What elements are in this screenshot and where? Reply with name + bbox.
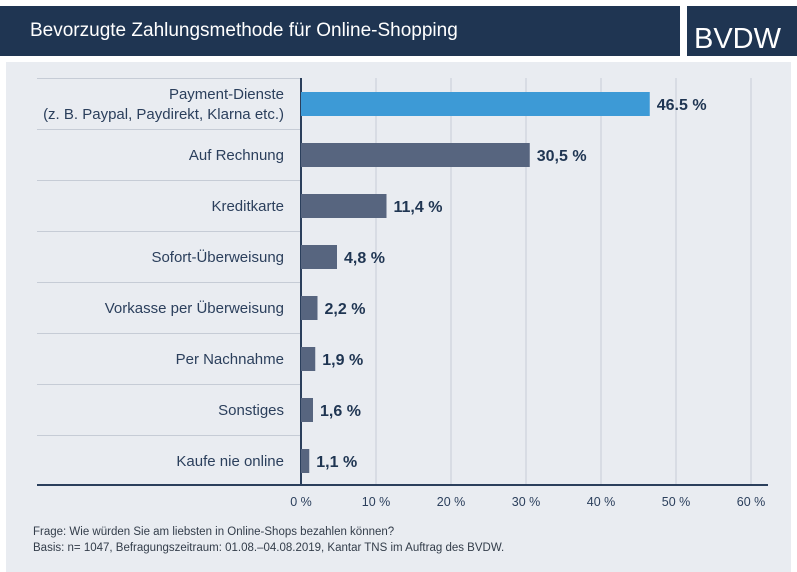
category-label: Per Nachnahme [176,351,284,368]
category-label: Vorkasse per Überweisung [105,299,284,317]
value-label: 2,2 % [325,301,366,318]
bar [301,449,310,473]
bvdw-logo: BVDW [694,23,781,55]
value-label: 4,8 % [344,250,385,267]
footnote-question: Frage: Wie würden Sie am liebsten in Onl… [33,526,395,538]
category-label: Sonstiges [218,402,284,419]
value-label: 30,5 % [537,148,587,165]
header-bar [0,6,680,56]
value-label: 1,1 % [316,454,357,471]
category-label: Auf Rechnung [189,147,284,164]
category-label: Kreditkarte [211,198,284,215]
chart-title: Bevorzugte Zahlungsmethode für Online-Sh… [30,20,458,41]
x-tick-label: 30 % [512,495,541,509]
x-tick-label: 50 % [662,495,691,509]
bar [301,245,337,269]
bar [301,347,316,371]
x-tick-label: 20 % [437,495,466,509]
bar [301,194,387,218]
value-label: 46.5 % [657,97,707,114]
category-label: Payment-Dienste [169,86,284,103]
x-tick-label: 10 % [362,495,391,509]
x-tick-label: 0 % [290,495,312,509]
category-label: Sofort-Überweisung [151,248,284,266]
logo-box [687,6,797,56]
value-label: 1,6 % [320,403,361,420]
category-label: Kaufe nie online [176,453,284,470]
bar [301,398,313,422]
footnote-basis: Basis: n= 1047, Befragungszeitraum: 01.0… [33,542,505,554]
x-tick-label: 60 % [737,495,766,509]
header: Bevorzugte Zahlungsmethode für Online-Sh… [0,0,797,62]
bar [301,296,318,320]
bar [301,92,650,116]
category-label: (z. B. Paypal, Paydirekt, Klarna etc.) [43,106,284,123]
value-label: 11,4 % [394,199,443,216]
value-label: 1,9 % [322,352,363,369]
bar [301,143,530,167]
x-tick-label: 40 % [587,495,616,509]
